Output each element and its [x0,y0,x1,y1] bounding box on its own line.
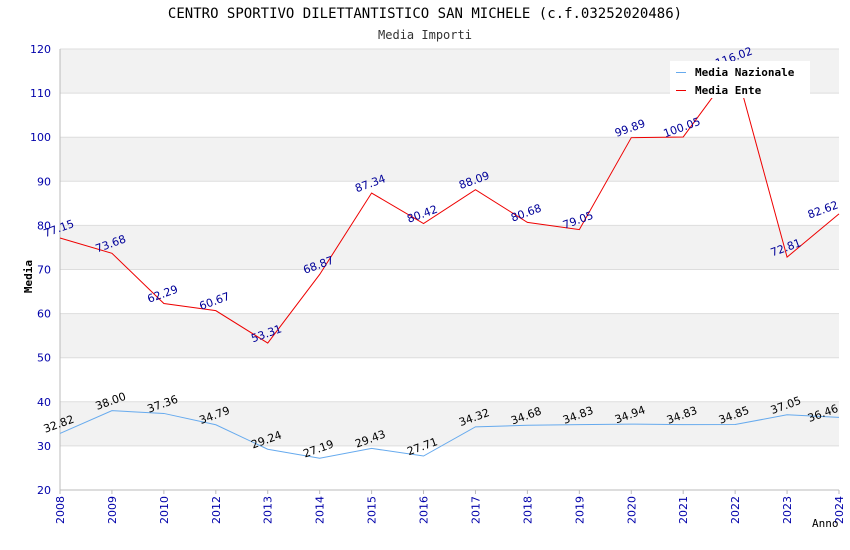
x-tick-label: 2021 [677,496,690,524]
chart-title: CENTRO SPORTIVO DILETTANTISTICO SAN MICH… [167,6,683,22]
x-axis-label: Anno [812,517,839,530]
chart-subtitle: Media Importi [378,28,472,42]
x-tick-label: 2008 [54,496,67,524]
y-tick-label: 50 [37,352,51,365]
x-tick-label: 2020 [625,496,638,524]
y-tick-label: 60 [37,308,51,321]
legend-swatch-media-ente [676,89,686,91]
grid-band [60,269,839,314]
x-tick-label: 2019 [573,496,586,524]
x-tick-label: 2015 [366,496,379,524]
series-line-media-nazionale [59,410,840,459]
x-tick-label: 2010 [158,496,171,524]
x-tick-label: 2012 [210,496,223,524]
grid-band [60,401,839,446]
legend-entry-media-nazionale: Media Nazionale [676,65,794,79]
x-tick-label: 2016 [418,496,431,524]
grid-band [60,445,839,490]
x-tick-label: 2009 [106,496,119,524]
x-tick-label: 2024 [833,496,846,524]
x-tick-label: 2017 [469,496,482,524]
legend-swatch-media-nazionale [676,71,686,73]
y-axis-label: Media [22,259,36,294]
grid-band [60,357,839,402]
legend-entry-media-ente: Media Ente [676,83,761,97]
y-tick-label: 40 [37,396,51,409]
grid-band [60,225,839,270]
x-tick-label: 2018 [521,496,534,524]
chart-legend: Media Nazionale Media Ente [670,61,810,98]
x-tick-label: 2013 [262,496,275,524]
y-tick-label: 120 [30,43,51,56]
legend-label-media-nazionale: Media Nazionale [695,65,795,79]
y-tick-label: 80 [37,219,51,232]
series-line-media-ente [59,65,840,344]
x-tick-label: 2022 [729,496,742,524]
grid-band [60,137,839,182]
legend-label-media-ente: Media Ente [695,83,762,97]
y-tick-label: 100 [30,131,51,144]
x-tick-label: 2023 [781,496,794,524]
x-tick-label: 2014 [314,496,327,524]
y-tick-label: 20 [37,484,51,497]
y-tick-label: 70 [37,264,51,277]
y-tick-label: 110 [30,87,51,100]
grid-band [60,93,839,138]
grid-band [60,181,839,226]
y-tick-label: 30 [37,440,51,453]
grid-band [60,313,839,358]
y-tick-label: 90 [37,175,51,188]
